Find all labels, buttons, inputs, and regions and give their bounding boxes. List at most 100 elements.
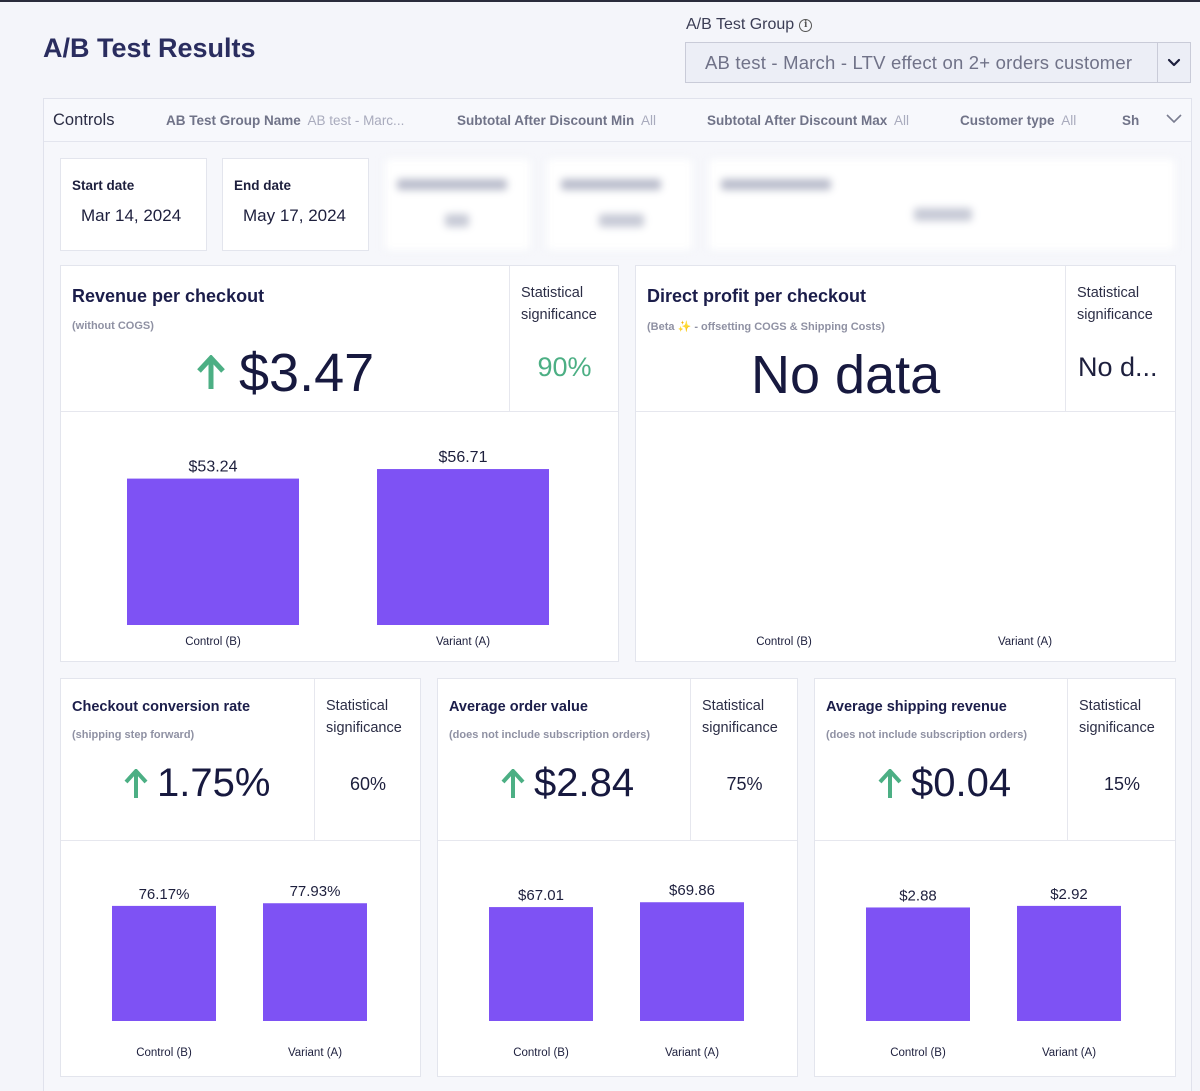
statistical-significance: Statistical significance 75% (690, 679, 798, 840)
sig-label: Statistical (1077, 285, 1140, 301)
metric-title: Checkout conversion rate (72, 699, 251, 715)
redacted-card (708, 158, 1176, 251)
sig-value: No d... (1078, 352, 1158, 382)
sig-value: 15% (1103, 774, 1141, 794)
divider (636, 411, 1175, 412)
filter-value: All (641, 113, 657, 128)
end-date-label: End date (234, 178, 292, 193)
metric-value: $0.04 (878, 761, 1011, 806)
bar-value-label: $69.86 (669, 882, 715, 899)
average-shipping-revenue-card: Average shipping revenue (does not inclu… (814, 678, 1176, 1077)
ab-test-group-select[interactable]: AB test - March - LTV effect on 2+ order… (685, 42, 1191, 83)
revenue-bar-chart: $53.24 Control (B) $56.71 Variant (A) (127, 449, 549, 648)
arrow-up-icon (124, 768, 148, 798)
conversion-bar-chart: 76.17% Control (B) 77.93% Variant (A) (112, 883, 367, 1059)
sig-value: 90% (537, 352, 592, 382)
checkout-conversion-rate-card: Checkout conversion rate (shipping step … (60, 678, 421, 1077)
chevron-down-icon (1167, 58, 1181, 67)
bar-variant[interactable] (377, 469, 549, 625)
bar-value-label: $67.01 (518, 887, 564, 904)
arrow-up-icon (501, 768, 525, 798)
sig-label: significance (521, 307, 597, 323)
sig-label: Statistical (702, 698, 765, 714)
statistical-significance: Statistical significance 90% (509, 266, 619, 411)
metric-title: Average order value (449, 699, 588, 715)
filter-value: AB test - Marc... (307, 113, 405, 128)
sig-label: significance (702, 720, 778, 736)
divider (815, 840, 1175, 841)
metric-title: Direct profit per checkout (647, 286, 867, 306)
redacted-card (384, 158, 531, 251)
sig-label: significance (326, 720, 402, 736)
redacted-card (546, 158, 693, 251)
ab-test-group-select-value[interactable]: AB test - March - LTV effect on 2+ order… (705, 52, 1133, 73)
metric-subtitle: (does not include subscription orders) (449, 729, 651, 741)
filter-customer-type[interactable]: Customer type All (960, 113, 1076, 128)
metric-value-text: $3.47 (239, 343, 375, 403)
bar-control[interactable] (489, 907, 593, 1021)
sig-label: significance (1077, 307, 1153, 323)
controls-expand-button[interactable] (1165, 111, 1183, 129)
bar-control[interactable] (866, 907, 970, 1021)
filter-truncated[interactable]: Sh (1122, 113, 1144, 128)
sig-label: Statistical (326, 698, 389, 714)
bar-variant[interactable] (263, 903, 367, 1021)
sig-label: Statistical (521, 285, 584, 301)
window-top-border (0, 0, 1200, 2)
metric-value: No data (751, 344, 940, 406)
metric-value-text: $2.84 (534, 761, 635, 805)
bar-variant[interactable] (640, 902, 744, 1021)
metric-value-text: $0.04 (911, 761, 1012, 805)
category-label: Variant (A) (288, 1047, 342, 1059)
filter-name: Customer type (960, 113, 1055, 128)
direct-profit-per-checkout-card: Direct profit per checkout (Beta ✨ - off… (635, 265, 1176, 662)
sig-value: 75% (726, 774, 763, 794)
metric-value-text: No data (751, 345, 941, 405)
filter-name: AB Test Group Name (166, 113, 301, 128)
results-panel: Controls AB Test Group Name AB test - Ma… (43, 98, 1192, 1091)
ab-test-group-label: A/B Test Group i (686, 16, 813, 34)
shipping-bar-chart: $2.88 Control (B) $2.92 Variant (A) (866, 886, 1121, 1059)
arrow-up-icon (197, 355, 225, 389)
bar-variant[interactable] (1017, 905, 1121, 1021)
statistical-significance: Statistical significance No d... (1065, 266, 1176, 411)
bar-value-label: $56.71 (439, 449, 488, 466)
metric-subtitle: (without COGS) (72, 320, 154, 332)
average-order-value-card: Average order value (does not include su… (437, 678, 798, 1077)
bar-value-label: $53.24 (189, 459, 238, 476)
bar-value-label: 77.93% (290, 883, 341, 900)
metric-value: 1.75% (124, 761, 270, 806)
metric-subtitle: (Beta ✨ - offsetting COGS & Shipping Cos… (647, 321, 885, 333)
metric-subtitle: (shipping step forward) (72, 729, 195, 741)
sig-value: 60% (349, 774, 387, 794)
controls-bar[interactable]: Controls AB Test Group Name AB test - Ma… (44, 99, 1191, 142)
filter-subtotal-max[interactable]: Subtotal After Discount Max All (707, 113, 909, 128)
divider (61, 840, 420, 841)
ab-test-group-label-text: A/B Test Group (686, 16, 795, 33)
category-label: Control (B) (513, 1047, 569, 1059)
statistical-significance: Statistical significance 60% (314, 679, 421, 840)
bar-value-label: $2.88 (899, 887, 937, 904)
filter-value: All (894, 113, 910, 128)
bar-control[interactable] (127, 478, 299, 625)
page-title: A/B Test Results (43, 33, 256, 63)
ab-test-group-dropdown-button[interactable] (1157, 43, 1190, 82)
profit-bar-chart: Control (B) Variant (A) (756, 636, 1052, 648)
end-date-card: End date May 17, 2024 (222, 158, 369, 251)
filter-subtotal-min[interactable]: Subtotal After Discount Min All (457, 113, 656, 128)
controls-title: Controls (53, 111, 115, 129)
category-label: Control (B) (185, 636, 241, 648)
filter-ab-test-group-name[interactable]: AB Test Group Name AB test - Marc... (166, 113, 404, 128)
filter-name: Subtotal After Discount Max (707, 113, 888, 128)
category-label: Variant (A) (998, 636, 1052, 648)
arrow-up-icon (878, 768, 902, 798)
info-icon[interactable]: i (799, 18, 813, 32)
start-date-card: Start date Mar 14, 2024 (60, 158, 207, 251)
filter-name: Subtotal After Discount Min (457, 113, 635, 128)
aov-bar-chart: $67.01 Control (B) $69.86 Variant (A) (489, 882, 744, 1059)
category-label: Variant (A) (1042, 1047, 1096, 1059)
category-label: Control (B) (136, 1047, 192, 1059)
bar-control[interactable] (112, 905, 216, 1021)
category-label: Variant (A) (436, 636, 490, 648)
metric-value: $3.47 (196, 342, 374, 404)
